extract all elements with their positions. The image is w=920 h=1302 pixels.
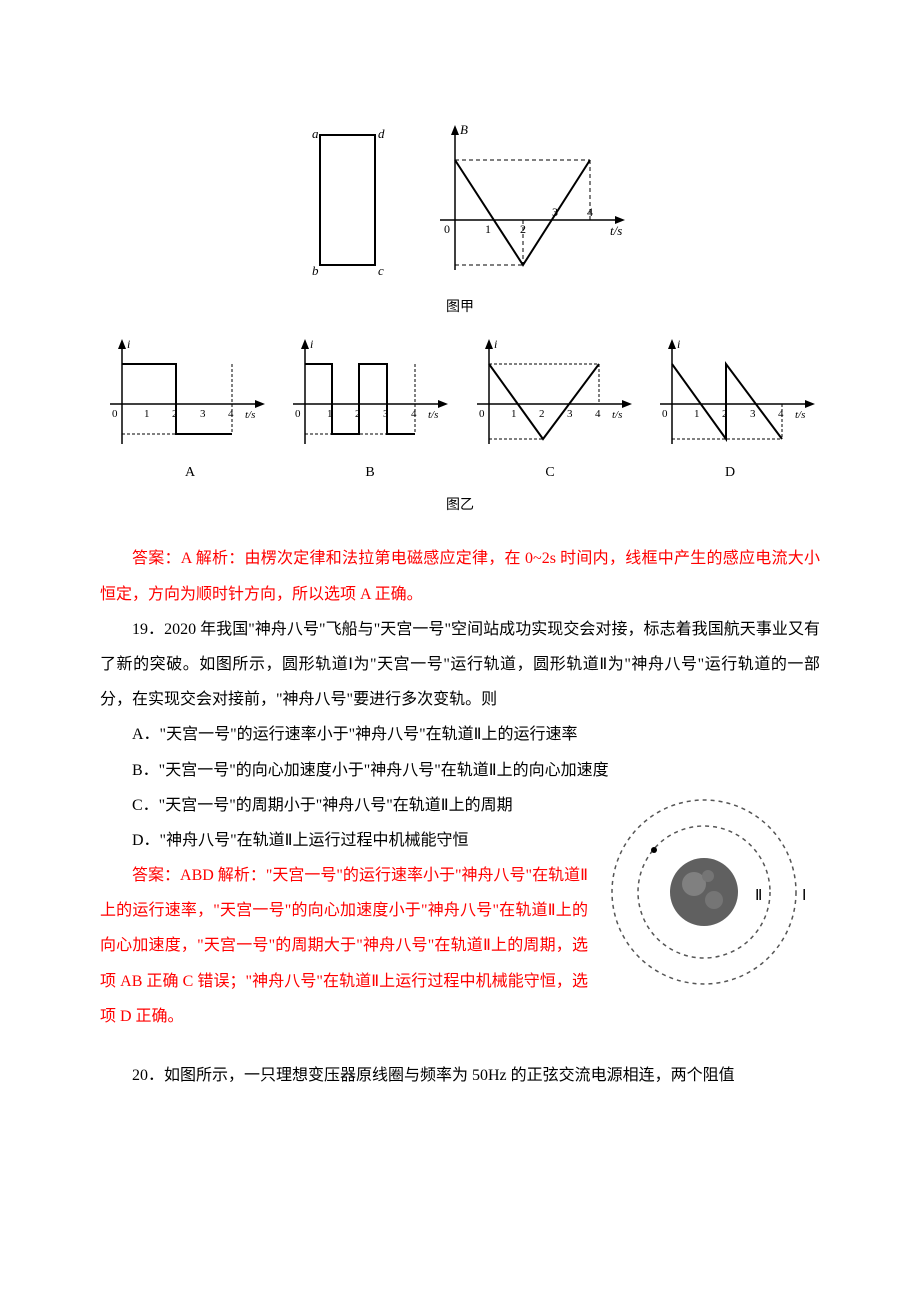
svg-text:t/s: t/s [245, 409, 255, 421]
svg-text:t/s: t/s [795, 409, 805, 421]
svg-text:i: i [310, 337, 313, 351]
figure-row-2: i t/s 0 1 2 3 4 i t/s 0 1 2 3 4 [100, 334, 820, 454]
svg-text:4: 4 [411, 408, 417, 420]
svg-text:1: 1 [144, 408, 150, 420]
q19-opt-a: A．"天宫一号"的运行速率小于"神舟八号"在轨道Ⅱ上的运行速率 [100, 717, 820, 752]
svg-text:i: i [677, 337, 680, 351]
opt-a-label: A [115, 458, 265, 489]
graph-option-b: i t/s 0 1 2 3 4 [283, 334, 453, 454]
opt-b-label: B [295, 458, 445, 489]
option-labels-row: A B C D [100, 458, 820, 489]
b-ylabel: B [460, 122, 468, 137]
svg-text:1: 1 [511, 408, 517, 420]
fig2-caption: 图乙 [100, 491, 820, 522]
label-b: b [312, 263, 319, 278]
svg-text:i: i [494, 337, 497, 351]
b-xlabel: t/s [610, 223, 622, 238]
svg-text:3: 3 [750, 408, 756, 420]
svg-text:3: 3 [200, 408, 206, 420]
label-a: a [312, 126, 319, 141]
svg-text:4: 4 [228, 408, 234, 420]
svg-text:4: 4 [778, 408, 784, 420]
label-c: c [378, 263, 384, 278]
figure-row-1: a d b c B t/s 0 1 2 3 4 [100, 120, 820, 285]
svg-text:4: 4 [595, 408, 601, 420]
graph-option-c: i t/s 0 1 2 3 4 [467, 334, 637, 454]
orbit-figure: Ⅱ Ⅰ [600, 792, 820, 992]
rect-abcd-fig: a d b c [290, 120, 400, 285]
svg-text:0: 0 [112, 408, 118, 420]
opt-d-label: D [655, 458, 805, 489]
fig1-caption: 图甲 [100, 293, 820, 324]
svg-text:0: 0 [444, 222, 450, 236]
graph-option-a: i t/s 0 1 2 3 4 [100, 334, 270, 454]
q19-opt-b: B．"天宫一号"的向心加速度小于"神舟八号"在轨道Ⅱ上的向心加速度 [100, 753, 820, 788]
opt-c-label: C [475, 458, 625, 489]
label-d: d [378, 126, 385, 141]
svg-text:2: 2 [539, 408, 545, 420]
svg-text:i: i [127, 337, 130, 351]
svg-text:t/s: t/s [612, 409, 622, 421]
q19-stem: 19．2020 年我国"神舟八号"飞船与"天宫一号"空间站成功实现交会对接，标志… [100, 612, 820, 718]
orbit-inner-label: Ⅱ [755, 888, 762, 904]
svg-text:1: 1 [694, 408, 700, 420]
svg-text:0: 0 [662, 408, 668, 420]
orbit-outer-label: Ⅰ [802, 888, 806, 904]
svg-text:1: 1 [485, 222, 491, 236]
q20-stem: 20．如图所示，一只理想变压器原线圈与频率为 50Hz 的正弦交流电源相连，两个… [100, 1058, 820, 1093]
svg-text:t/s: t/s [428, 409, 438, 421]
svg-text:3: 3 [567, 408, 573, 420]
svg-text:0: 0 [479, 408, 485, 420]
q18-answer: 答案：A 解析：由楞次定律和法拉第电磁感应定律，在 0~2s 时间内，线框中产生… [100, 541, 820, 611]
svg-text:0: 0 [295, 408, 301, 420]
graph-option-d: i t/s 0 1 2 3 4 [650, 334, 820, 454]
b-t-graph: B t/s 0 1 2 3 4 [430, 120, 630, 285]
